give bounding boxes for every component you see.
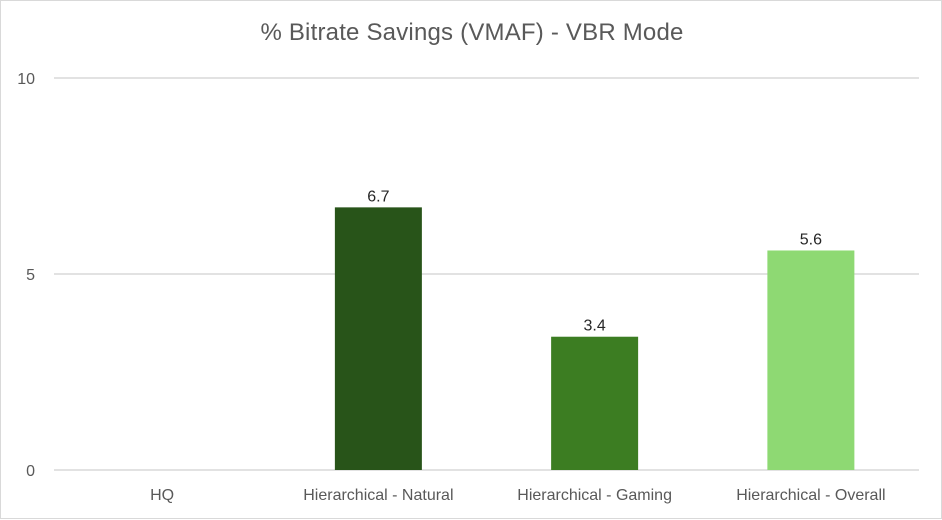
bar bbox=[334, 207, 422, 471]
bar bbox=[767, 250, 855, 470]
y-tick-label: 5 bbox=[26, 267, 35, 284]
y-tick-label: 10 bbox=[17, 71, 35, 88]
y-axis-ticks: 0 5 10 bbox=[17, 71, 35, 480]
data-label: 6.7 bbox=[367, 188, 389, 205]
data-label: 3.4 bbox=[584, 318, 606, 335]
x-tick-label: Hierarchical - Natural bbox=[303, 487, 453, 504]
x-tick-label: Hierarchical - Overall bbox=[736, 487, 885, 504]
x-tick-label: HQ bbox=[150, 487, 174, 504]
y-tick-label: 0 bbox=[26, 463, 35, 480]
x-axis-ticks: HQ Hierarchical - Natural Hierarchical - G… bbox=[150, 487, 885, 504]
bar bbox=[551, 336, 639, 470]
chart-title: % Bitrate Savings (VMAF) - VBR Mode bbox=[260, 19, 684, 46]
bars bbox=[334, 207, 855, 471]
data-label: 5.6 bbox=[800, 231, 822, 248]
data-labels: 6.7 3.4 5.6 bbox=[367, 188, 822, 334]
x-tick-label: Hierarchical - Gaming bbox=[517, 487, 672, 504]
